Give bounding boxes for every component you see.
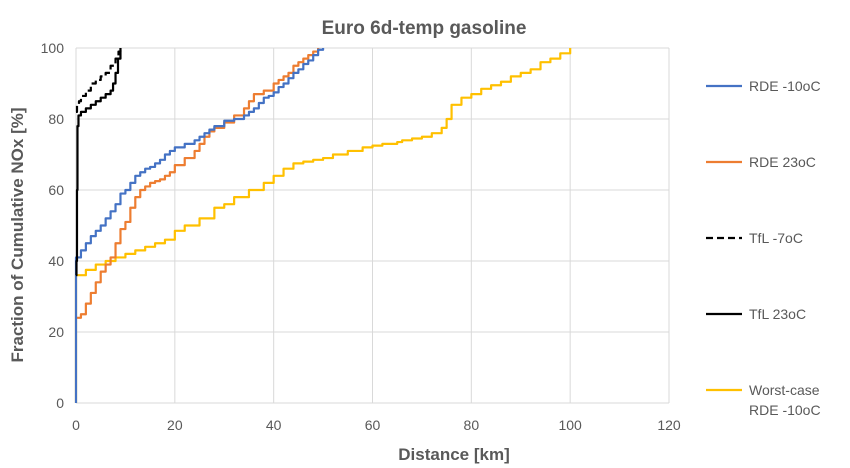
series-line-tfl-23oc [75,48,122,277]
x-tick-label: 20 [167,417,183,433]
x-tick-label: 120 [657,417,681,433]
y-axis-title: Fraction of Cumulative NOx [%] [8,107,27,362]
series [74,48,572,403]
x-axis-title: Distance [km] [398,445,509,464]
grid [75,47,670,404]
x-tick-label: 0 [72,417,80,433]
x-tick-label: 60 [365,417,381,433]
x-tick-label: 40 [266,417,282,433]
legend: RDE -10oC RDE 23oC TfL -7oC TfL 23oC Worst-c… [706,78,821,418]
series-line-rde-23oc [76,48,320,319]
chart-title: Euro 6d-temp gasoline [322,18,527,39]
y-tick-label: 20 [48,324,64,340]
legend-label: RDE 23oC [749,154,816,170]
legend-label: RDE -10oC [749,78,821,94]
legend-label: TfL -7oC [749,230,803,246]
y-tick-label: 100 [41,40,65,56]
series-line-worst-case-rde-10oc [74,48,572,403]
x-tick-label: 80 [464,417,480,433]
series-line-tfl-7oc [75,48,122,113]
series-line-rde-10oc [74,48,325,403]
y-tick-label: 60 [48,182,64,198]
y-tick-label: 80 [48,111,64,127]
legend-label: TfL 23oC [749,306,806,322]
legend-label: Worst-case [749,382,820,398]
x-tick-label: 100 [558,417,582,433]
legend-label: RDE -10oC [749,402,821,418]
y-tick-label: 40 [48,253,64,269]
tick-labels: 0 20 40 60 80 100 120 0 20 40 60 80 100 [41,40,681,433]
y-tick-label: 0 [56,395,64,411]
